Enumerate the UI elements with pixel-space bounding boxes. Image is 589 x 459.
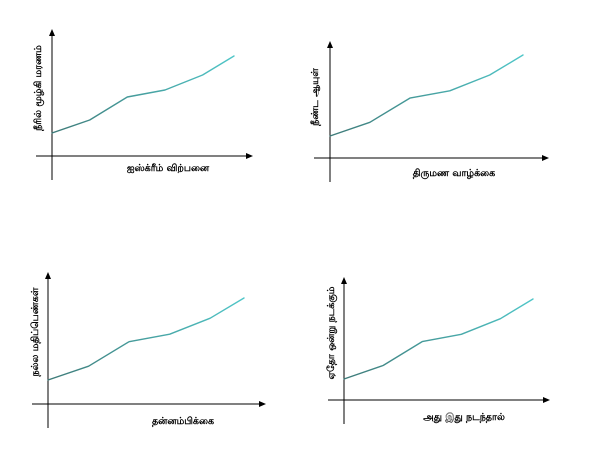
chart-panel-2: திருமண வாழ்க்கை நீண்ட ஆயுள் [309,41,549,182]
x-axis-label: திருமண வாழ்க்கை [413,167,496,179]
y-axis-label: நீண்ட ஆயுள் [309,67,321,127]
x-arrow-icon [543,397,550,403]
series-line [329,54,524,137]
x-arrow-icon [542,155,549,161]
y-axis-label: நீரில் மூழ்கி மரணம் [32,45,44,132]
chart-panel-3: தன்னம்பிக்கை நல்ல மதிப்பெண்கள் [29,272,266,428]
y-arrow-icon [45,272,51,279]
series-line [343,298,534,380]
y-arrow-icon [327,41,333,48]
x-axis-label: அது இது நடந்தால் [423,411,505,423]
x-axis-label: தன்னம்பிக்கை [152,415,215,427]
y-axis-label: நல்ல மதிப்பெண்கள் [29,286,41,377]
series-line [47,297,245,381]
x-arrow-icon [246,153,253,159]
x-axis-label: ஐஸ்க்ரீம் விற்பனை [127,162,210,174]
x-arrow-icon [259,401,266,407]
y-arrow-icon [49,29,55,36]
chart-panel-4: அது இது நடந்தால் ஏதோ ஒன்று நடக்கும் [325,277,550,424]
chart-panel-1: ஐஸ்க்ரீம் விற்பனை நீரில் மூழ்கி மரணம் [32,29,253,180]
series-line [51,55,235,134]
y-arrow-icon [341,277,347,284]
y-axis-label: ஏதோ ஒன்று நடக்கும் [325,286,338,379]
